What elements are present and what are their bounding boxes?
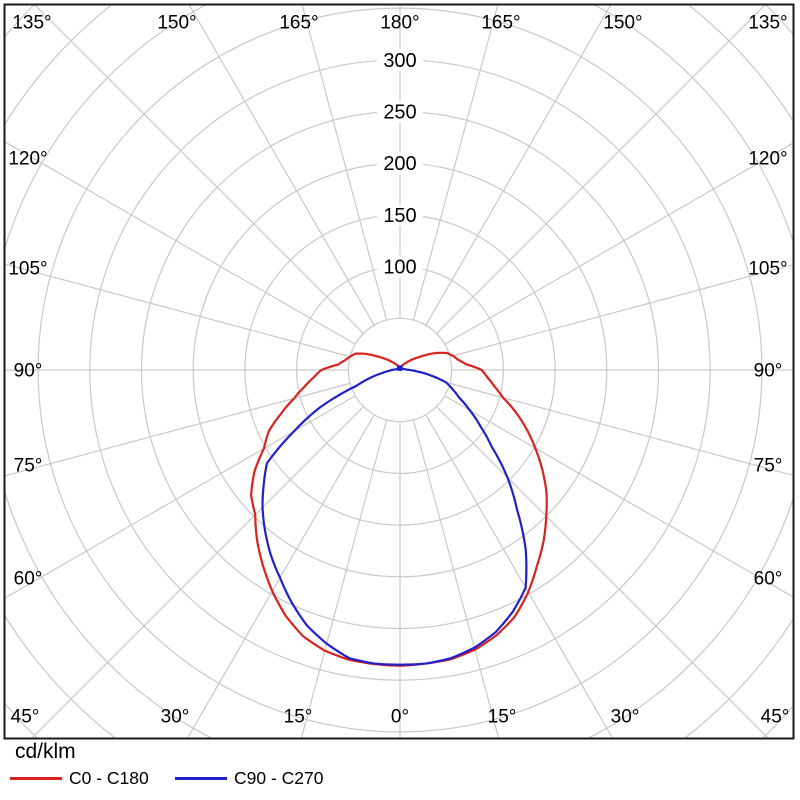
angle-tick-label: 135° — [748, 13, 787, 34]
radial-tick-label: 250 — [383, 102, 416, 124]
angle-tick-label: 150° — [157, 13, 196, 34]
curve-c90-c270 — [261, 366, 528, 666]
angle-tick-label: 90° — [754, 361, 783, 382]
grid-spoke — [436, 4, 767, 334]
angle-tick-label: 90° — [14, 361, 43, 382]
grid-spoke — [449, 382, 794, 477]
grid-spoke — [301, 4, 388, 321]
angle-tick-label: 15° — [488, 707, 517, 728]
radial-tick-label: 100 — [383, 257, 416, 279]
angle-tick-label: 0° — [391, 707, 409, 728]
legend-label-c90-c270: C90 - C270 — [234, 767, 324, 788]
curves — [249, 351, 548, 667]
grid-spoke — [30, 406, 364, 739]
angle-tick-label: 60° — [754, 569, 783, 590]
radial-labels: 100 150 200 250 300 — [377, 48, 423, 279]
plot-border — [3, 3, 795, 740]
grid-spoke — [444, 395, 794, 598]
grid-spoke — [425, 414, 614, 739]
grid-spoke — [425, 4, 612, 326]
angle-tick-label: 135° — [12, 13, 51, 34]
angle-tick-label: 165° — [481, 13, 520, 34]
grid-spoke — [449, 263, 794, 358]
legend-line-swatch-c90-c270 — [175, 776, 227, 780]
angle-tick-label: 45° — [11, 707, 40, 728]
angle-tick-label: 180° — [380, 13, 419, 34]
radial-label-backing — [377, 100, 423, 123]
grid-spoke — [4, 382, 351, 477]
grid-spoke — [4, 140, 356, 345]
legend: cd/klm C0 - C180 C90 - C270 — [10, 740, 790, 788]
grid-spoke — [33, 4, 364, 334]
angle-tick-label: 15° — [284, 707, 313, 728]
grid-spoke — [300, 419, 388, 739]
grid-spoke — [188, 4, 375, 326]
legend-line-swatch-c0-c180 — [10, 776, 62, 780]
grid-spoke — [186, 414, 375, 739]
angle-tick-label: 165° — [279, 13, 318, 34]
angle-tick-label: 30° — [161, 707, 190, 728]
curve-c0-c180 — [249, 351, 548, 667]
radial-tick-label: 150 — [383, 205, 416, 227]
radial-label-backing — [377, 48, 423, 71]
legend-label-c0-c180: C0 - C180 — [69, 767, 149, 788]
angle-tick-label: 60° — [14, 569, 43, 590]
legend-unit-label: cd/klm — [15, 740, 76, 763]
grid-spoke — [444, 142, 794, 345]
angle-tick-label: 75° — [754, 456, 783, 477]
radial-tick-label: 200 — [383, 153, 416, 175]
angle-tick-label: 150° — [603, 13, 642, 34]
grid-spoke — [436, 406, 770, 739]
angle-tick-label: 105° — [8, 259, 47, 280]
angle-tick-label: 30° — [611, 707, 640, 728]
radial-label-backing — [377, 203, 423, 226]
angle-tick-label: 105° — [748, 259, 787, 280]
angle-tick-label: 120° — [748, 149, 787, 170]
angle-labels: 135° 150° 165° 180° 165° 150° 135° 45° 30° 15° 0° 1… — [8, 13, 789, 728]
grid-spoke — [4, 263, 351, 358]
angle-tick-label: 120° — [8, 149, 47, 170]
angle-tick-label: 45° — [761, 707, 790, 728]
angle-tick-label: 75° — [14, 456, 43, 477]
grid-spoke — [412, 419, 500, 739]
legend-row: C0 - C180 C90 - C270 — [10, 768, 790, 788]
grid-spoke — [4, 395, 356, 600]
grid-spoke — [412, 4, 499, 321]
radial-label-backing — [377, 152, 423, 175]
radial-tick-label: 300 — [383, 50, 416, 72]
curve-apex-marker — [397, 365, 403, 371]
radial-label-backing — [377, 255, 423, 278]
